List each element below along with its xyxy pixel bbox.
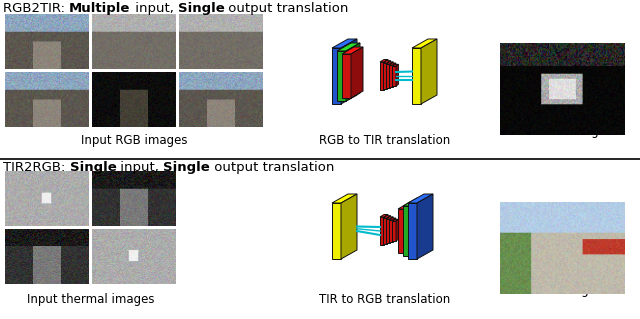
Polygon shape — [332, 39, 357, 48]
Polygon shape — [384, 60, 388, 90]
Polygon shape — [417, 194, 433, 259]
Polygon shape — [380, 60, 388, 62]
Text: Multiple: Multiple — [69, 2, 131, 15]
Polygon shape — [412, 48, 421, 104]
Polygon shape — [403, 198, 426, 206]
Polygon shape — [383, 218, 387, 244]
Text: RGB to TIR translation: RGB to TIR translation — [319, 134, 451, 147]
Polygon shape — [398, 209, 407, 253]
Text: RGB2TIR:: RGB2TIR: — [3, 2, 69, 15]
Polygon shape — [389, 220, 393, 242]
Polygon shape — [383, 216, 390, 218]
Text: Translated
thermal image: Translated thermal image — [519, 110, 606, 138]
Polygon shape — [393, 63, 396, 87]
Polygon shape — [332, 194, 357, 203]
Polygon shape — [390, 217, 393, 243]
Polygon shape — [383, 63, 387, 89]
Text: input,: input, — [131, 2, 178, 15]
Text: Input RGB images: Input RGB images — [81, 134, 188, 147]
Polygon shape — [386, 62, 393, 64]
Polygon shape — [386, 217, 393, 219]
Polygon shape — [383, 61, 390, 63]
Polygon shape — [398, 202, 419, 209]
Polygon shape — [351, 47, 363, 98]
Polygon shape — [392, 64, 398, 66]
Polygon shape — [342, 47, 363, 54]
Polygon shape — [384, 214, 388, 245]
Polygon shape — [387, 216, 390, 244]
Polygon shape — [396, 219, 398, 241]
Polygon shape — [341, 39, 357, 104]
Text: Input thermal images: Input thermal images — [27, 293, 154, 306]
Text: output translation: output translation — [225, 2, 349, 15]
Polygon shape — [408, 194, 433, 203]
Polygon shape — [392, 221, 396, 241]
Polygon shape — [386, 64, 390, 88]
Polygon shape — [342, 54, 351, 98]
Polygon shape — [389, 218, 396, 220]
Text: Single: Single — [70, 161, 116, 174]
Polygon shape — [412, 39, 437, 48]
Polygon shape — [390, 62, 393, 88]
Polygon shape — [421, 39, 437, 104]
Text: Colorized
RGB image: Colorized RGB image — [529, 269, 595, 297]
Polygon shape — [412, 198, 426, 256]
Polygon shape — [380, 217, 384, 245]
Polygon shape — [386, 219, 390, 243]
Polygon shape — [396, 64, 398, 86]
Polygon shape — [337, 43, 360, 51]
Polygon shape — [387, 61, 390, 89]
Text: input,: input, — [116, 161, 163, 174]
Polygon shape — [346, 43, 360, 101]
Text: TIR to RGB translation: TIR to RGB translation — [319, 293, 451, 306]
Text: Single: Single — [163, 161, 211, 174]
Polygon shape — [393, 218, 396, 242]
Polygon shape — [332, 48, 341, 104]
Polygon shape — [341, 194, 357, 259]
Polygon shape — [380, 214, 388, 217]
Text: output translation: output translation — [211, 161, 335, 174]
Polygon shape — [332, 203, 341, 259]
Polygon shape — [389, 65, 393, 87]
Polygon shape — [389, 63, 396, 65]
Polygon shape — [337, 51, 346, 101]
Polygon shape — [407, 202, 419, 253]
Polygon shape — [408, 203, 417, 259]
Polygon shape — [380, 62, 384, 90]
Text: Single: Single — [178, 2, 225, 15]
Polygon shape — [392, 66, 396, 86]
Polygon shape — [392, 219, 398, 221]
Text: TIR2RGB:: TIR2RGB: — [3, 161, 70, 174]
Polygon shape — [403, 206, 412, 256]
